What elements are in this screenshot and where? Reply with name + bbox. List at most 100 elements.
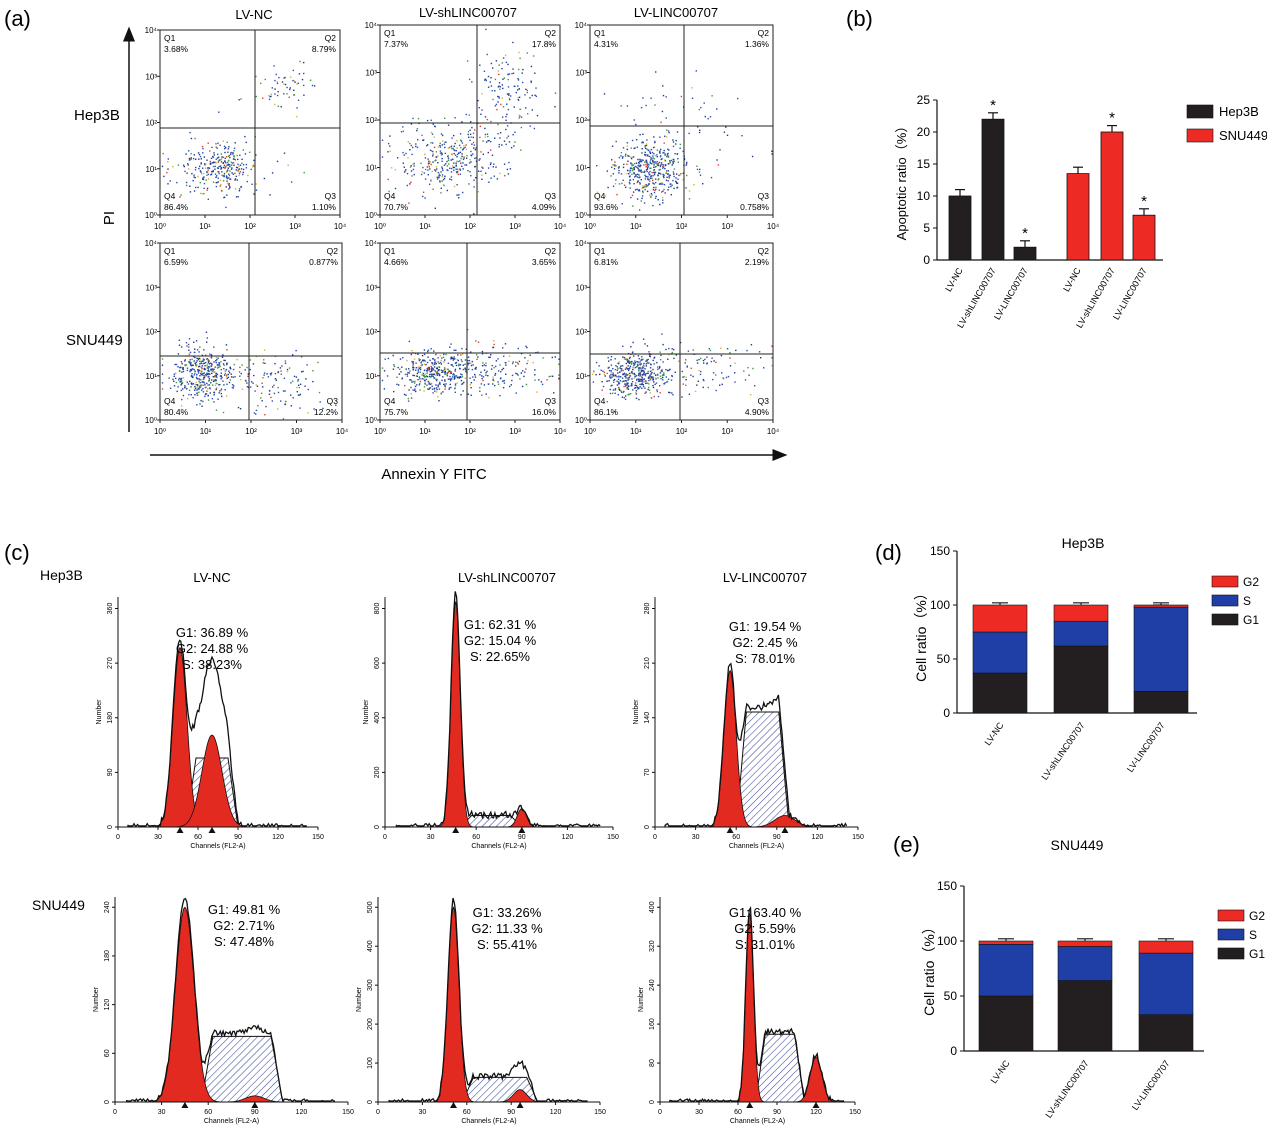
event-dot [656,368,659,371]
event-dot [443,371,446,373]
y-tick-label: 0 [644,825,651,829]
event-dot [620,365,622,367]
event-dot [180,405,183,407]
event-dot [277,391,280,394]
event-dot [657,162,660,165]
event-dot [652,368,654,371]
event-dot [515,392,517,394]
event-dot [472,364,474,366]
event-dot [666,381,668,383]
event-dot [621,368,623,370]
event-dot [460,394,462,396]
event-dot [624,383,626,385]
event-dot [487,75,490,78]
event-dot [410,386,412,389]
phase-percentage: G2: 2.45 % [732,635,797,650]
event-dot [446,165,449,167]
event-dot [640,160,642,163]
event-dot [707,386,709,389]
event-dot [203,182,206,185]
quadrant-value: 4.09% [532,202,557,212]
y-tick-label: 180 [104,950,111,962]
event-dot [642,159,644,161]
event-dot [635,123,637,126]
phase-percentage: S: 31.01% [735,937,795,952]
event-dot [629,183,631,185]
flow-dot-plot: Q17.37%Q217.8%Q34.09%Q470.7%10⁰10⁰10¹10¹… [365,21,567,231]
event-dot [505,364,507,366]
event-dot [180,366,182,368]
y-tick-label: 20 [917,125,931,139]
event-dot [665,368,667,371]
event-dot [650,175,652,178]
event-dot [603,93,606,95]
event-dot [460,354,462,356]
event-dot [241,162,243,164]
event-dot [462,148,464,150]
event-dot [643,186,646,188]
legend-label: G2 [1243,575,1259,589]
y-axis-label: Number [638,986,645,1012]
event-dot [685,163,688,165]
event-dot [662,199,664,201]
event-dot [640,179,642,181]
event-dot [660,162,663,164]
event-dot [185,153,187,155]
event-dot [628,155,630,157]
event-dot [477,341,480,343]
event-dot [520,372,522,374]
event-dot [184,385,186,387]
event-dot [419,367,422,369]
event-dot [426,145,428,147]
event-dot [231,386,234,389]
event-dot [483,70,486,72]
event-dot [649,355,651,357]
event-dot [276,94,279,97]
event-dot [657,199,659,201]
event-dot [454,142,456,145]
event-dot [412,361,414,364]
event-dot [184,364,187,367]
event-dot [655,377,657,379]
event-dot [650,167,652,169]
event-dot [671,348,673,350]
x-tick-label: 10² [464,222,476,231]
event-dot [641,377,643,379]
y-tick-label: 10⁴ [145,26,158,35]
significance-marker: * [1141,193,1147,210]
event-dot [508,97,511,99]
event-dot [615,179,617,181]
event-dot [440,369,443,371]
event-dot [189,159,191,161]
event-dot [620,155,622,157]
event-dot [659,182,662,185]
event-dot [424,157,427,159]
event-dot [420,364,422,367]
y-tick-label: 280 [644,603,651,615]
event-dot [479,64,481,66]
event-dot [486,53,488,56]
event-dot [200,379,203,381]
event-dot [205,358,208,360]
event-dot [246,366,248,369]
event-dot [630,157,633,160]
event-dot [452,359,455,361]
event-dot [303,61,305,64]
event-dot [387,151,389,153]
event-dot [451,137,453,139]
event-dot [257,405,259,407]
event-dot [595,374,597,376]
event-dot [271,400,273,402]
event-dot [670,185,672,188]
event-dot [446,160,448,163]
event-dot [230,368,232,370]
event-dot [224,389,226,391]
event-dot [278,76,280,79]
event-dot [199,181,201,184]
event-dot [653,191,656,194]
event-dot [433,146,436,148]
event-dot [637,361,639,363]
event-dot [640,106,643,109]
event-dot [456,184,458,186]
event-dot [414,382,416,384]
